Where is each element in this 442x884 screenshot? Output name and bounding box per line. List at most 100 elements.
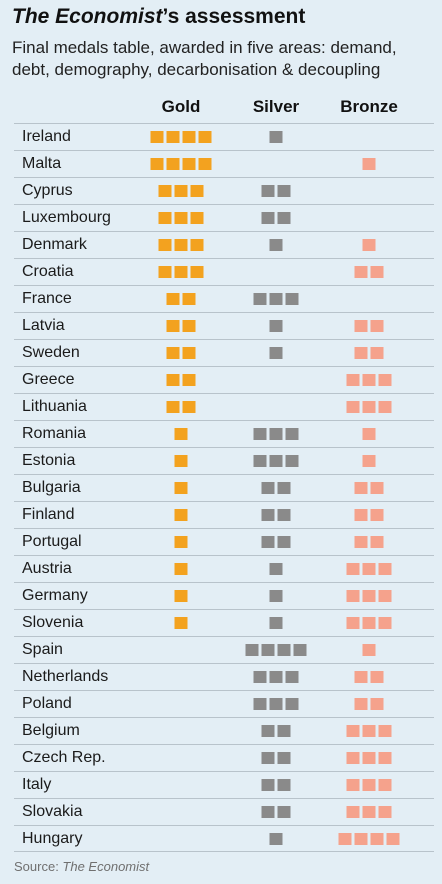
country-label: Belgium	[22, 722, 80, 739]
gold-medal	[150, 131, 164, 143]
table-row: Finland	[14, 501, 434, 528]
gold-medals	[174, 509, 188, 521]
bronze-medal	[346, 617, 360, 629]
silver-medals	[261, 779, 291, 791]
bronze-medal	[362, 239, 376, 251]
silver-medals	[261, 752, 291, 764]
silver-medals	[269, 563, 283, 575]
bronze-medals	[354, 671, 384, 683]
gold-medal	[174, 212, 188, 224]
table-row: Netherlands	[14, 663, 434, 690]
country-label: Slovakia	[22, 803, 83, 820]
bronze-medal	[346, 563, 360, 575]
gold-medals	[174, 482, 188, 494]
gold-medals	[158, 185, 204, 197]
bronze-medal	[346, 752, 360, 764]
table-row: Cyprus	[14, 177, 434, 204]
bronze-medals	[354, 536, 384, 548]
gold-medals	[158, 212, 204, 224]
country-label: Sweden	[22, 344, 80, 361]
bronze-medals	[346, 752, 392, 764]
gold-medal	[174, 455, 188, 467]
country-label: Italy	[22, 776, 52, 793]
bronze-medal	[346, 374, 360, 386]
gold-medal	[190, 266, 204, 278]
gold-medal	[182, 158, 196, 170]
country-label: Ireland	[22, 128, 71, 145]
bronze-medal	[370, 482, 384, 494]
table-row: Lithuania	[14, 393, 434, 420]
bronze-medal	[346, 590, 360, 602]
bronze-medals	[354, 266, 384, 278]
country-label: Germany	[22, 587, 88, 604]
bronze-medal	[354, 320, 368, 332]
gold-medal	[190, 185, 204, 197]
gold-medals	[174, 563, 188, 575]
gold-medal	[198, 131, 212, 143]
bronze-medals	[346, 563, 392, 575]
table-row: Malta	[14, 150, 434, 177]
bronze-medal	[354, 347, 368, 359]
table-row: Germany	[14, 582, 434, 609]
silver-medal	[261, 779, 275, 791]
gold-medal	[166, 293, 180, 305]
bronze-medal	[362, 779, 376, 791]
gold-medals	[174, 536, 188, 548]
silver-medal	[277, 509, 291, 521]
chart-title: The Economist’s assessment	[12, 4, 305, 30]
silver-medal	[261, 725, 275, 737]
country-label: Luxembourg	[22, 209, 111, 226]
country-label: Lithuania	[22, 398, 87, 415]
silver-medals	[269, 239, 283, 251]
country-label: Poland	[22, 695, 72, 712]
silver-medal	[269, 590, 283, 602]
gold-medal	[158, 185, 172, 197]
bronze-medal	[370, 347, 384, 359]
gold-medal	[166, 347, 180, 359]
gold-medal	[158, 212, 172, 224]
country-label: Austria	[22, 560, 72, 577]
table-row: Greece	[14, 366, 434, 393]
silver-medal	[269, 131, 283, 143]
bronze-medals	[362, 239, 376, 251]
silver-medal	[277, 536, 291, 548]
country-label: Cyprus	[22, 182, 73, 199]
silver-medals	[261, 185, 291, 197]
bronze-medals	[346, 401, 392, 413]
gold-medal	[174, 563, 188, 575]
country-label: Spain	[22, 641, 63, 658]
column-header-bronze: Bronze	[340, 97, 398, 116]
table-row: Bulgaria	[14, 474, 434, 501]
bronze-medals	[346, 806, 392, 818]
table-row: Poland	[14, 690, 434, 717]
table-row: Portugal	[14, 528, 434, 555]
silver-medal	[285, 698, 299, 710]
silver-medal	[269, 293, 283, 305]
gold-medals	[174, 455, 188, 467]
country-label: Czech Rep.	[22, 749, 106, 766]
bronze-medal	[346, 725, 360, 737]
silver-medal	[261, 806, 275, 818]
silver-medals	[269, 347, 283, 359]
bronze-medal	[378, 617, 392, 629]
gold-medal	[166, 131, 180, 143]
bronze-medal	[378, 401, 392, 413]
source-prefix: Source:	[14, 859, 63, 874]
bronze-medals	[346, 617, 392, 629]
bronze-medals	[362, 644, 376, 656]
bronze-medal	[362, 752, 376, 764]
gold-medals	[150, 158, 212, 170]
silver-medal	[253, 428, 267, 440]
bronze-medal	[362, 374, 376, 386]
bronze-medal	[378, 725, 392, 737]
silver-medals	[261, 806, 291, 818]
gold-medal	[182, 374, 196, 386]
title-italic: The Economist	[12, 5, 163, 28]
table-row: Czech Rep.	[14, 744, 434, 771]
chart-subtitle: Final medals table, awarded in five area…	[12, 37, 432, 81]
silver-medals	[253, 455, 299, 467]
bronze-medal	[370, 671, 384, 683]
bronze-medals	[354, 698, 384, 710]
gold-medals	[166, 374, 196, 386]
table-row: Sweden	[14, 339, 434, 366]
